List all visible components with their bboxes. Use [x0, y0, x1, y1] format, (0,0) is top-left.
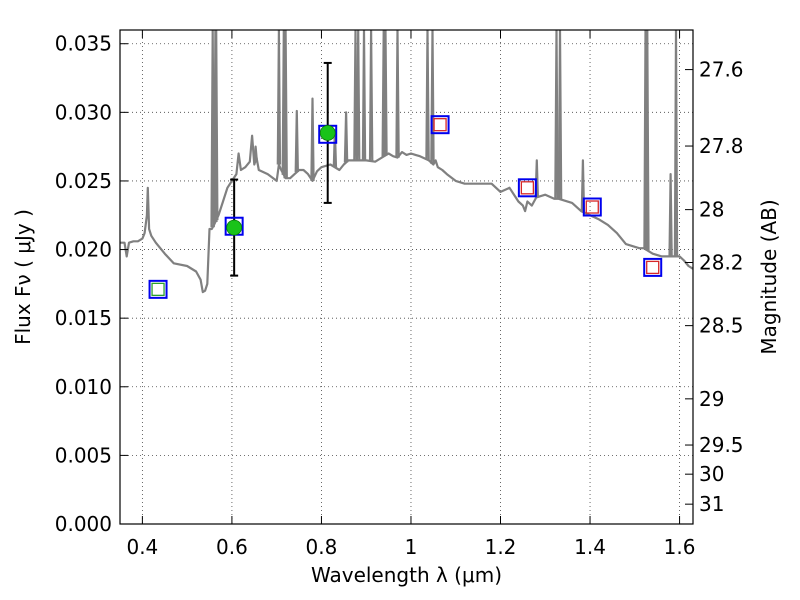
- sed-model-spectrum-group: [120, 30, 693, 294]
- x-axis-label: Wavelength λ (μm): [311, 563, 502, 587]
- mag-tick-label: 28.2: [699, 251, 744, 275]
- emission-line: [368, 30, 374, 162]
- x-tick-label: 0.6: [216, 535, 248, 559]
- emission-line: [214, 30, 219, 221]
- upper-limit-marker: [433, 118, 447, 132]
- emission-line: [210, 30, 215, 228]
- plot-frame: [119, 29, 694, 525]
- mag-tick-label: 28: [699, 198, 724, 222]
- x-tick-label: 1: [405, 535, 418, 559]
- mag-tick-label: 31: [699, 492, 724, 516]
- upper-limit-marker: [646, 260, 660, 275]
- emission-line: [668, 173, 673, 257]
- model-band-flux-marker: [517, 178, 537, 198]
- mag-tick-label: 29: [699, 387, 724, 411]
- y-tick-label: 0.025: [55, 169, 112, 193]
- upper-limit-marker: [520, 181, 535, 195]
- emission-line: [253, 145, 258, 161]
- model-band-flux-marker: [582, 197, 602, 217]
- emission-line: [361, 30, 367, 161]
- y-tick-label: 0.005: [55, 443, 112, 467]
- model-band-flux-marker: [643, 257, 663, 277]
- emission-line: [673, 30, 679, 257]
- mag-tick-label: 29.5: [699, 433, 744, 457]
- sed-model-spectrum: [120, 134, 693, 294]
- detection-point: [319, 125, 336, 141]
- axis-tick-labels: 0.4 0.6 0.8 1 1.2 1.4 1.6 0.000 0.005 0.010 0.015 0…: [55, 32, 744, 559]
- emission-line: [294, 109, 299, 173]
- y-tick-label: 0.030: [55, 100, 112, 124]
- x-tick-label: 0.4: [126, 535, 158, 559]
- y-tick-label: 0.020: [55, 238, 112, 262]
- mag-tick-label: 30: [699, 462, 724, 486]
- y2-axis-label: Magnitude (AB): [757, 199, 781, 354]
- emission-line: [343, 111, 349, 163]
- photometry-points: [148, 115, 663, 299]
- emission-line: [355, 30, 361, 161]
- emission-line: [554, 30, 559, 199]
- model-band-flux-marker: [148, 279, 168, 299]
- emission-line: [383, 30, 388, 156]
- y-tick-label: 0.015: [55, 306, 112, 330]
- x-tick-label: 1.2: [485, 535, 517, 559]
- y-axis-label: Flux Fν ( μJy ): [11, 209, 35, 345]
- y-tick-label: 0.035: [55, 32, 112, 56]
- y-tick-label: 0.000: [55, 512, 112, 536]
- x-tick-label: 1.6: [664, 535, 696, 559]
- emission-line: [310, 97, 315, 181]
- emission-line: [557, 30, 563, 200]
- emission-line: [395, 30, 400, 158]
- mag-tick-label: 27.8: [699, 134, 744, 158]
- emission-line: [276, 30, 282, 165]
- detection-point: [226, 219, 243, 236]
- emission-line: [283, 30, 288, 179]
- mag-tick-label: 28.5: [699, 314, 744, 338]
- emission-line: [353, 30, 358, 161]
- x-tick-label: 1.4: [574, 535, 606, 559]
- axis-ticks: [120, 30, 693, 525]
- x-tick-label: 0.8: [306, 535, 338, 559]
- emission-line: [645, 30, 650, 251]
- upper-limit-marker: [585, 200, 599, 214]
- emission-line: [580, 159, 586, 213]
- y-tick-label: 0.010: [55, 375, 112, 399]
- model-band-flux-marker: [430, 115, 450, 135]
- emission-line: [430, 30, 435, 164]
- mag-tick-label: 27.6: [699, 58, 744, 82]
- emission-line: [425, 30, 430, 160]
- upper-limit-marker: [151, 282, 165, 297]
